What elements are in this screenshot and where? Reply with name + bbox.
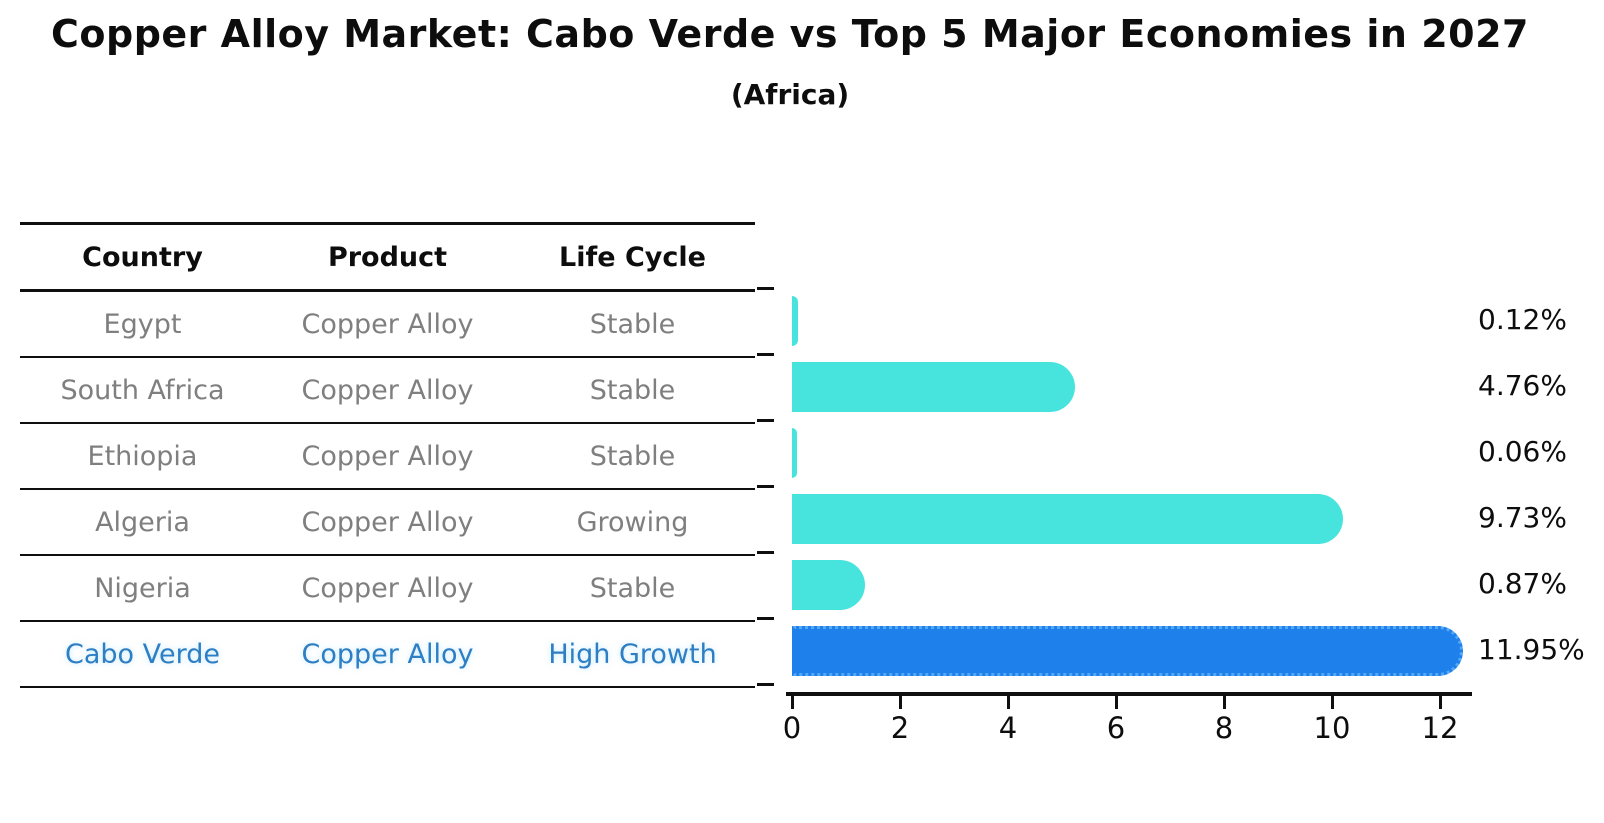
- x-axis-tick: [1007, 696, 1010, 709]
- x-axis-tick-label: 10: [1313, 711, 1351, 745]
- column-header-country: Country: [82, 241, 203, 273]
- table-row-south-africa: South Africa Copper Alloy Stable: [20, 358, 755, 424]
- x-axis-tick-label: 0: [782, 711, 802, 745]
- chart-subtitle: (Africa): [730, 78, 850, 111]
- x-axis-tick: [1115, 696, 1118, 709]
- cell-product: Copper Alloy: [301, 506, 474, 538]
- cell-country: Ethiopia: [87, 440, 198, 472]
- x-axis-line: [786, 692, 1472, 696]
- table-row-cabo-verde: Cabo Verde Copper Alloy High Growth: [20, 622, 755, 686]
- cell-product: Copper Alloy: [301, 374, 474, 406]
- x-axis-tick-label: 8: [1214, 711, 1234, 745]
- country-table: Country Product Life Cycle Egypt Copper A…: [20, 222, 755, 688]
- y-axis-tick: [757, 617, 774, 620]
- bar-ethiopia: [792, 428, 797, 478]
- bar-south-africa: [792, 362, 1076, 412]
- cell-country: Algeria: [95, 506, 190, 538]
- cell-life-cycle: Stable: [589, 572, 676, 604]
- table-row-ethiopia: Ethiopia Copper Alloy Stable: [20, 424, 755, 490]
- x-axis-tick-label: 6: [1106, 711, 1126, 745]
- bar-cabo-verde: [792, 626, 1464, 676]
- y-axis-tick: [757, 287, 774, 290]
- x-axis-tick-label: 12: [1421, 711, 1459, 745]
- table-row-algeria: Algeria Copper Alloy Growing: [20, 490, 755, 556]
- cell-country: Cabo Verde: [65, 638, 220, 670]
- cell-life-cycle: Stable: [589, 440, 676, 472]
- x-axis-tick: [1223, 696, 1226, 709]
- y-axis-tick: [757, 683, 774, 686]
- bar-algeria: [792, 494, 1344, 544]
- y-axis-tick: [757, 419, 774, 422]
- bar-value-label: 11.95%: [1478, 633, 1585, 666]
- table-row-egypt: Egypt Copper Alloy Stable: [20, 292, 755, 358]
- x-axis-tick: [791, 696, 794, 709]
- bar-value-label: 4.76%: [1478, 369, 1567, 402]
- column-header-life-cycle: Life Cycle: [559, 241, 706, 273]
- x-axis-tick: [1439, 696, 1442, 709]
- chart-title: Copper Alloy Market: Cabo Verde vs Top 5…: [51, 12, 1529, 56]
- cell-life-cycle: Stable: [589, 374, 676, 406]
- table-row-nigeria: Nigeria Copper Alloy Stable: [20, 556, 755, 622]
- x-axis-tick-label: 2: [890, 711, 910, 745]
- cell-life-cycle: Stable: [589, 308, 676, 340]
- table-header-row: Country Product Life Cycle: [20, 225, 755, 292]
- cell-product: Copper Alloy: [301, 572, 474, 604]
- cell-product: Copper Alloy: [301, 638, 474, 670]
- bar-value-label: 0.06%: [1478, 435, 1567, 468]
- bar-egypt: [792, 296, 799, 346]
- x-axis-tick: [1331, 696, 1334, 709]
- bar-value-label: 0.12%: [1478, 303, 1567, 336]
- column-header-product: Product: [327, 241, 448, 273]
- cell-life-cycle: Growing: [576, 506, 689, 538]
- y-axis-tick: [757, 353, 774, 356]
- bar-value-label: 0.87%: [1478, 567, 1567, 600]
- cell-product: Copper Alloy: [301, 440, 474, 472]
- cell-country: South Africa: [60, 374, 225, 406]
- bar-value-label: 9.73%: [1478, 501, 1567, 534]
- bar-nigeria: [792, 560, 865, 610]
- cell-life-cycle: High Growth: [548, 638, 717, 670]
- x-axis-tick-label: 4: [998, 711, 1018, 745]
- y-axis-tick: [757, 551, 774, 554]
- cell-product: Copper Alloy: [301, 308, 474, 340]
- cell-country: Egypt: [103, 308, 182, 340]
- x-axis-tick: [899, 696, 902, 709]
- cell-country: Nigeria: [94, 572, 191, 604]
- y-axis-tick: [757, 485, 774, 488]
